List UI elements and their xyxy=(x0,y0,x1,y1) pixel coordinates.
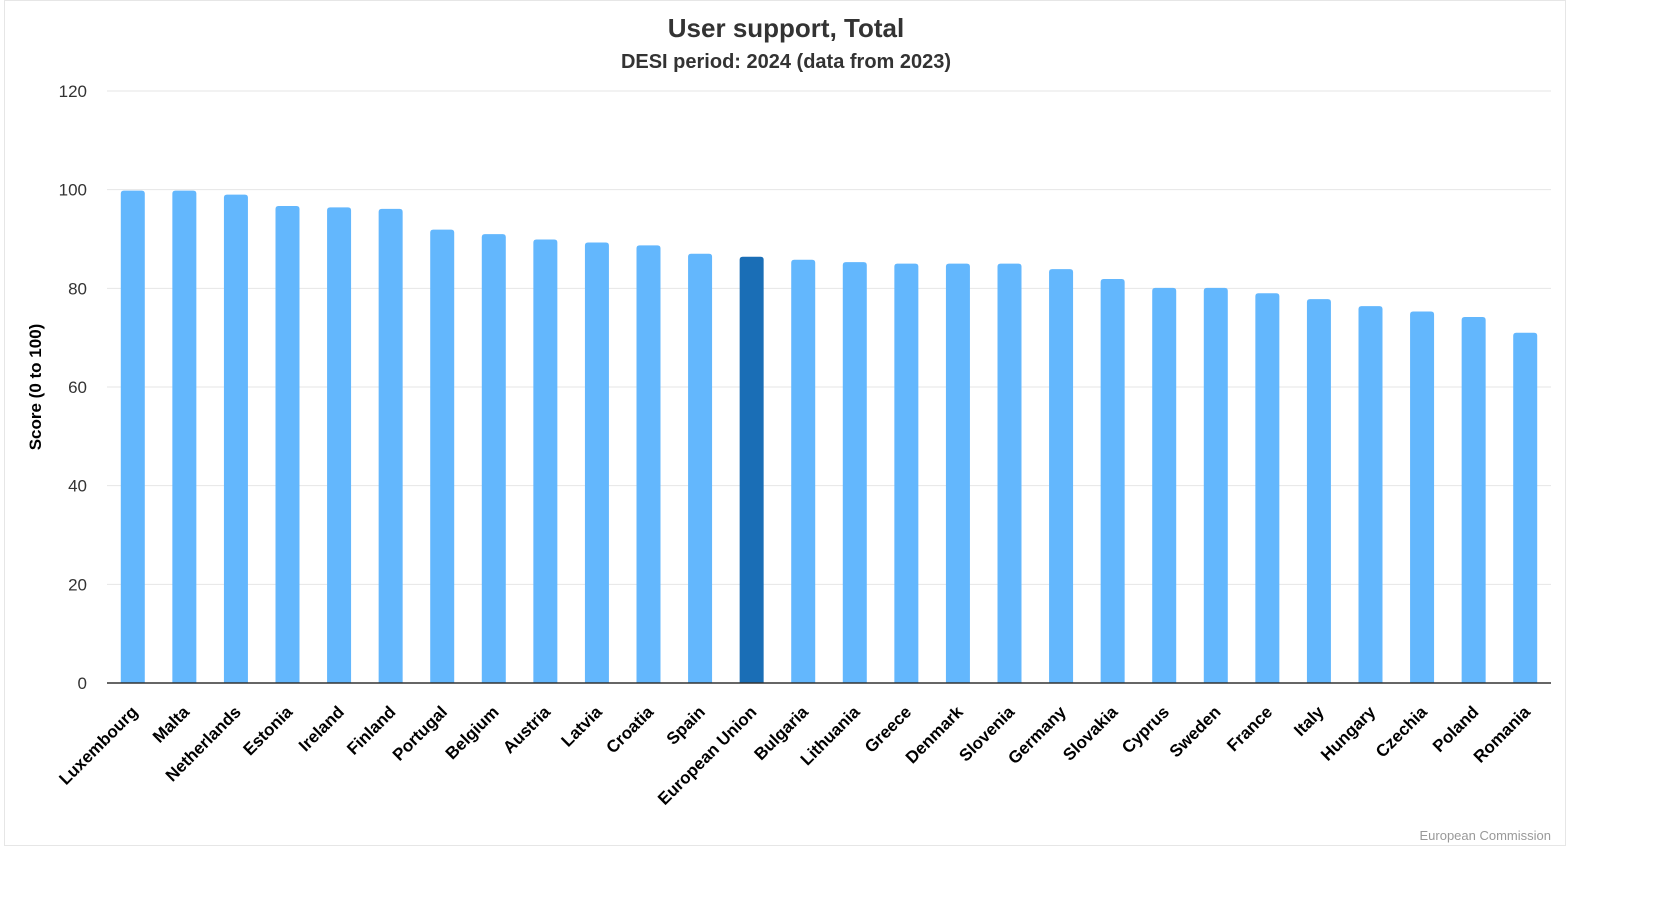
bar-belgium[interactable] xyxy=(481,234,506,684)
x-tick-label: Estonia xyxy=(239,702,296,759)
bar-romania[interactable] xyxy=(1513,332,1538,683)
bar-greece[interactable] xyxy=(894,263,919,683)
x-tick-label: Portugal xyxy=(389,702,451,764)
x-tick-label: Romania xyxy=(1470,702,1535,767)
x-tick-label: Spain xyxy=(663,702,709,748)
bar-poland[interactable] xyxy=(1461,316,1486,683)
bar-germany[interactable] xyxy=(1049,269,1074,683)
bar-france[interactable] xyxy=(1255,293,1280,683)
credit-link[interactable]: European Commission xyxy=(1419,828,1551,843)
x-tick-label: Italy xyxy=(1290,702,1328,740)
x-axis-labels: Luxembourg MaltaNetherlandsEstoniaIreland… xyxy=(55,702,1534,809)
bar-slovakia[interactable] xyxy=(1100,278,1125,683)
bar-malta[interactable] xyxy=(172,190,197,684)
chart-svg: User support, Total DESI period: 2024 (d… xyxy=(26,13,1551,843)
bar-czechia[interactable] xyxy=(1410,311,1435,683)
x-tick-label: Cyprus xyxy=(1118,702,1173,757)
bar-sweden[interactable] xyxy=(1203,287,1228,683)
x-tick-label: Austria xyxy=(499,702,554,757)
bar-italy[interactable] xyxy=(1306,299,1331,683)
x-tick-label: Belgium xyxy=(442,702,503,763)
x-tick-label: Ireland xyxy=(295,702,348,755)
y-tick-label: 120 xyxy=(59,82,87,101)
y-axis-ticks: 0 20 40 60 80 100 120 xyxy=(59,82,87,693)
x-tick-label: Denmark xyxy=(902,702,967,767)
y-tick-label: 80 xyxy=(68,279,87,298)
chart-title: User support, Total xyxy=(668,13,904,43)
bar-slovenia[interactable] xyxy=(997,263,1022,683)
y-tick-label: 0 xyxy=(78,674,87,693)
chart-container: User support, Total DESI period: 2024 (d… xyxy=(4,0,1566,846)
x-tick-label: Sweden xyxy=(1166,702,1225,761)
bar-portugal[interactable] xyxy=(430,229,455,684)
bar-ireland[interactable] xyxy=(327,207,352,683)
y-tick-label: 40 xyxy=(68,477,87,496)
bar-luxembourg[interactable] xyxy=(120,190,145,684)
x-tick-label: Czechia xyxy=(1372,702,1431,761)
x-tick-label: European Union xyxy=(654,702,760,808)
x-tick-label: France xyxy=(1223,702,1276,755)
y-tick-label: 100 xyxy=(59,181,87,200)
y-tick-label: 60 xyxy=(68,378,87,397)
bar-bulgaria[interactable] xyxy=(791,259,816,683)
bar-latvia[interactable] xyxy=(584,242,609,683)
bars xyxy=(120,190,1538,684)
x-tick-label: Croatia xyxy=(602,702,657,757)
x-tick-label: Latvia xyxy=(558,702,607,751)
bar-hungary[interactable] xyxy=(1358,306,1383,683)
bar-netherlands[interactable] xyxy=(223,194,248,683)
bar-lithuania[interactable] xyxy=(842,262,867,683)
y-tick-label: 20 xyxy=(68,575,87,594)
bar-spain[interactable] xyxy=(688,253,713,684)
bar-denmark[interactable] xyxy=(945,263,970,683)
chart-subtitle: DESI period: 2024 (data from 2023) xyxy=(621,51,951,73)
bar-cyprus[interactable] xyxy=(1152,287,1177,683)
bar-estonia[interactable] xyxy=(275,205,300,684)
x-tick-label: Luxembourg xyxy=(55,702,141,788)
y-axis-label: Score (0 to 100) xyxy=(26,324,45,451)
bar-croatia[interactable] xyxy=(636,245,661,683)
bar-european-union[interactable] xyxy=(739,256,764,683)
gridlines xyxy=(107,90,1551,585)
x-tick-label: Slovakia xyxy=(1059,702,1122,765)
bar-austria[interactable] xyxy=(533,239,558,683)
bar-finland[interactable] xyxy=(378,208,403,683)
x-tick-label: Hungary xyxy=(1317,702,1380,765)
x-tick-label: Malta xyxy=(149,702,194,747)
